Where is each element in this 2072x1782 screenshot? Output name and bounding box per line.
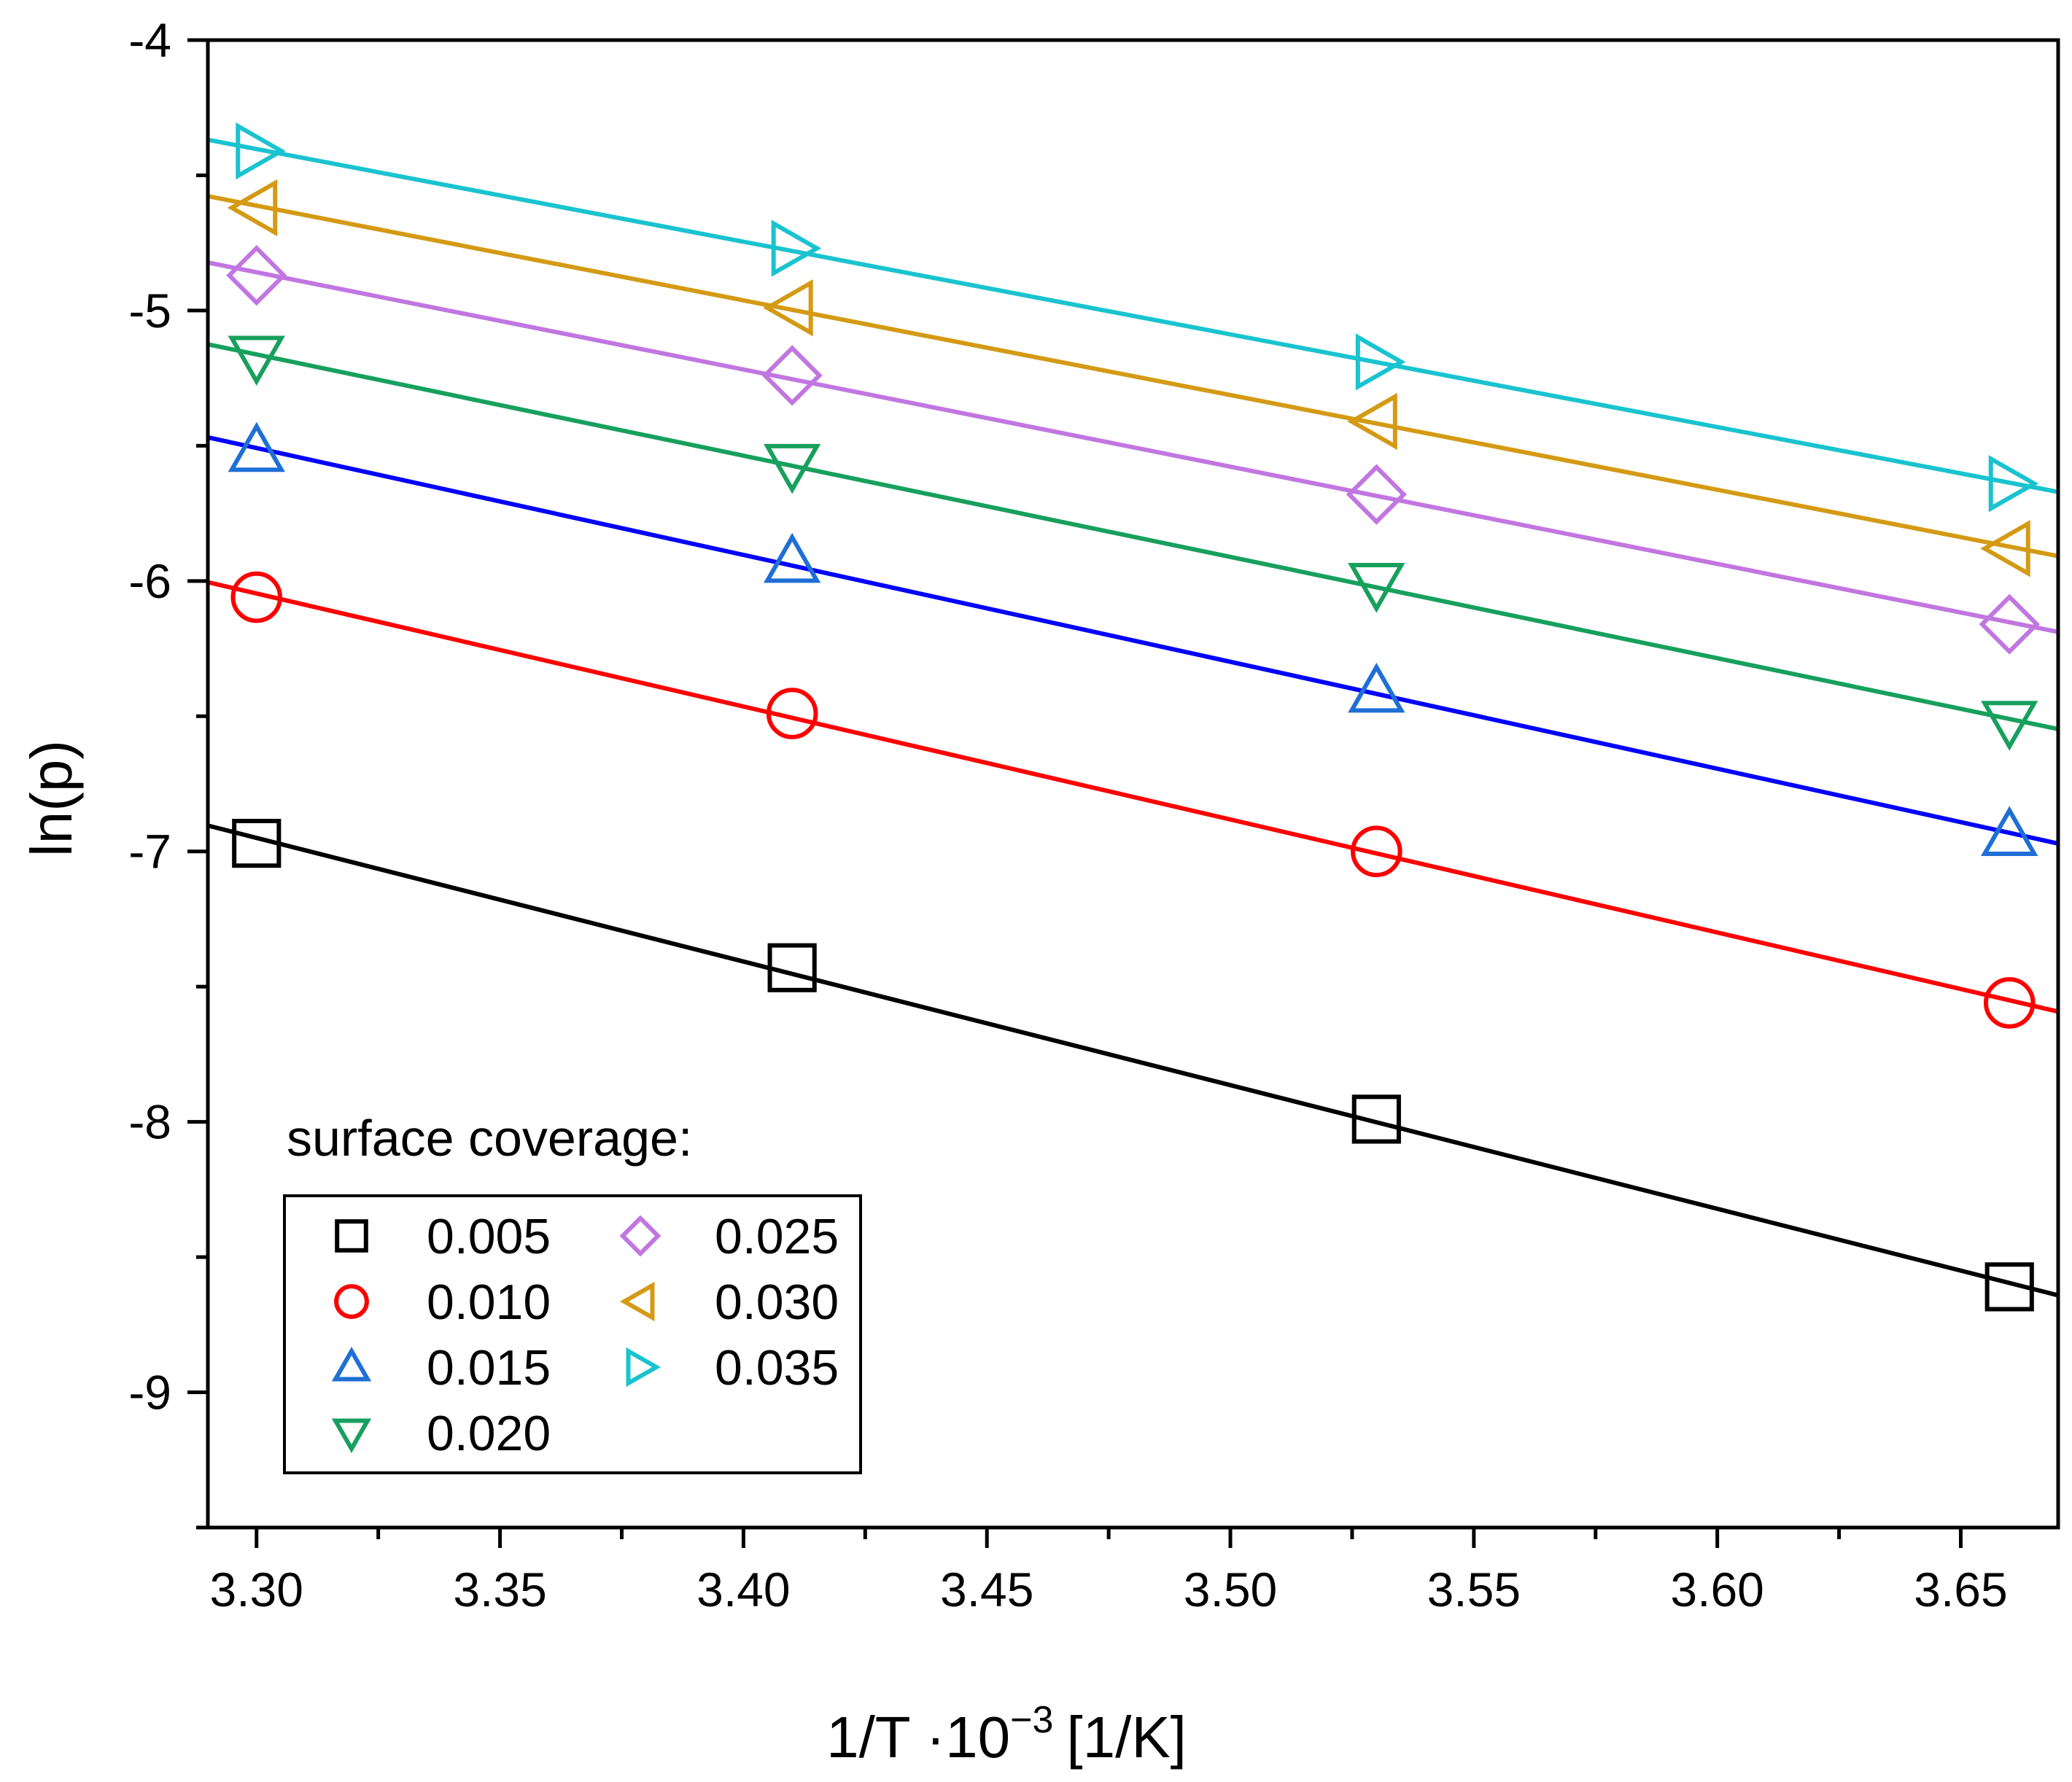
x-tick-label: 3.55 [1427,1563,1521,1616]
y-tick-label: -7 [128,825,171,879]
fit-line-0.025 [207,260,2059,634]
legend-title: surface coverage: [287,1110,692,1167]
legend-label-0.020: 0.020 [427,1406,551,1461]
x-tick-label: 3.30 [210,1563,303,1616]
x-tick-label: 3.40 [697,1563,790,1616]
data-point-0.030 [1980,520,2030,577]
legend-label-0.030: 0.030 [715,1275,839,1330]
data-point-0.010 [766,688,818,739]
data-point-0.035 [771,219,822,277]
data-point-0.030 [763,279,813,337]
legend-marker-0.015 [331,1346,372,1382]
legend: surface coverage: 0.0050.0100.0150.0200.… [283,1110,862,1474]
data-point-0.025 [1979,594,2040,655]
data-point-0.030 [227,179,278,237]
legend-marker-0.020 [331,1418,372,1454]
legend-marker-0.010 [334,1284,369,1319]
legend-label-0.010: 0.010 [427,1275,551,1330]
data-point-0.025 [226,245,287,306]
fit-line-0.035 [207,137,2059,494]
data-point-0.020 [1348,563,1405,613]
legend-marker-0.035 [626,1347,661,1388]
axis-tick-labels: 3.30 3.35 3.40 3.45 3.50 3.55 3.60 3.65 -4 -5 -6 -7… [128,13,2007,1616]
data-point-0.015 [228,421,285,472]
y-axis-title: ln(p) [19,740,84,857]
data-point-0.005 [1984,1262,2034,1312]
x-axis-title-main: 1/T ·10 [826,1705,1010,1770]
fit-lines [207,137,2059,1298]
axis-ticks [187,38,1963,1548]
data-point-0.005 [232,819,282,868]
data-point-0.020 [763,443,821,494]
x-tick-label: 3.50 [1184,1563,1277,1616]
legend-label-0.005: 0.005 [427,1209,551,1264]
legend-label-0.025: 0.025 [715,1209,839,1264]
legend-entries: 0.005 0.010 0.015 0.020 0.025 0.030 0.035 [331,1209,839,1461]
data-point-0.015 [1348,662,1405,713]
fit-line-0.010 [207,580,2059,1014]
x-tick-label: 3.60 [1670,1563,1763,1616]
legend-label-0.035: 0.035 [715,1340,839,1396]
legend-label-0.015: 0.015 [427,1340,551,1396]
y-tick-label: -4 [128,13,171,67]
legend-marker-0.005 [335,1219,368,1253]
x-tick-label: 3.65 [1914,1563,2007,1616]
data-point-0.035 [236,122,286,180]
data-point-0.030 [1347,392,1397,451]
data-point-0.035 [1988,455,2039,513]
x-axis-title-exponent: −3 [1010,1699,1053,1741]
data-point-0.015 [763,532,821,583]
y-tick-label: -9 [128,1366,171,1420]
legend-box [283,1194,862,1474]
data-point-0.010 [1983,977,2036,1029]
y-tick-label: -8 [128,1095,171,1149]
x-axis-title-unit: [1/K] [1066,1705,1187,1770]
data-point-0.020 [1981,701,2038,751]
fit-line-0.020 [207,342,2059,731]
data-point-0.015 [1981,806,2038,856]
y-tick-label: -6 [128,554,171,608]
fit-line-0.015 [207,435,2059,846]
data-point-0.005 [767,943,817,992]
data-point-0.035 [1355,333,1406,391]
data-point-0.025 [1346,464,1407,525]
x-tick-label: 3.45 [940,1563,1033,1616]
data-markers [226,122,2040,1312]
plot-frame [206,38,2060,1530]
y-tick-label: -5 [128,284,171,338]
legend-marker-0.025 [619,1215,661,1257]
data-point-0.010 [230,571,283,623]
fit-line-0.030 [207,194,2059,559]
data-point-0.005 [1351,1094,1401,1144]
data-point-0.025 [761,345,823,406]
x-axis-title: 1/T ·10−3 [1/K] [826,1699,1187,1770]
x-tick-label: 3.35 [453,1563,546,1616]
data-point-0.010 [1351,825,1402,878]
legend-marker-0.030 [619,1281,655,1322]
data-point-0.020 [228,335,285,386]
fit-line-0.005 [207,823,2059,1298]
